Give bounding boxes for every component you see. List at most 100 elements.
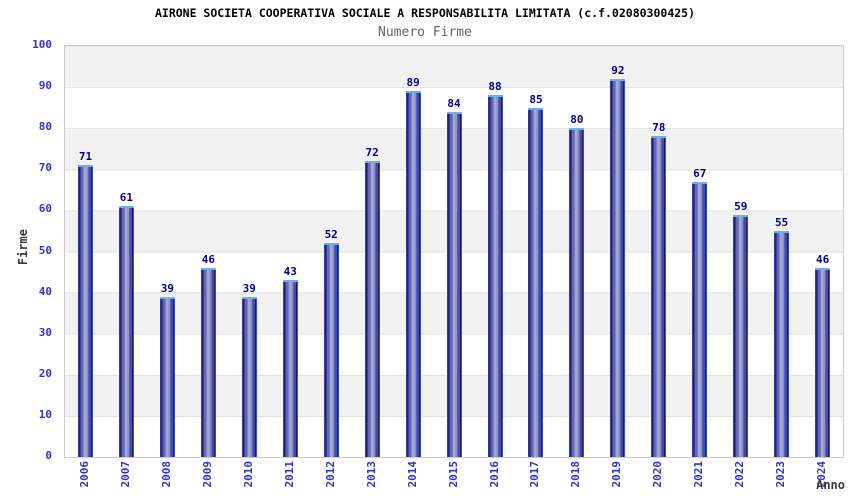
x-tick-cell-2020: 2020	[637, 461, 678, 499]
bar-slot-2020: 78	[638, 46, 679, 457]
x-tick-cell-2012: 2012	[310, 461, 351, 499]
x-tick-cell-2008: 2008	[146, 461, 187, 499]
bar-2010	[241, 296, 257, 457]
bar-value-label-2017: 85	[529, 92, 543, 106]
y-tick-label-10: 10	[38, 407, 52, 421]
x-tick-cell-2023: 2023	[760, 461, 801, 499]
x-tick-cell-2009: 2009	[187, 461, 228, 499]
x-axis-title: Anno	[816, 478, 845, 492]
bar-value-label-2015: 84	[447, 96, 461, 110]
x-tick-label-2018: 2018	[569, 461, 583, 488]
bar-slot-2009: 46	[188, 46, 229, 457]
x-tick-label-2010: 2010	[241, 461, 255, 488]
bar-2013	[364, 161, 380, 457]
bar-2020	[651, 136, 667, 457]
bar-value-label-2016: 88	[488, 80, 502, 94]
x-tick-cell-2010: 2010	[228, 461, 269, 499]
x-tick-cell-2022: 2022	[719, 461, 760, 499]
bar-value-label-2009: 46	[201, 252, 215, 266]
bar-value-label-2018: 80	[570, 113, 584, 127]
bar-slot-2012: 52	[311, 46, 352, 457]
bar-2022	[733, 214, 749, 457]
x-tick-label-2011: 2011	[282, 461, 296, 488]
bar-slot-2014: 89	[393, 46, 434, 457]
x-tick-cell-2021: 2021	[678, 461, 719, 499]
bar-value-label-2022: 59	[734, 199, 748, 213]
bar-2011	[282, 280, 298, 457]
x-tick-cell-2019: 2019	[596, 461, 637, 499]
bar-value-label-2006: 71	[78, 150, 93, 164]
x-tick-label-2012: 2012	[323, 461, 337, 488]
bar-2015	[446, 111, 462, 457]
x-tick-cell-2015: 2015	[433, 461, 474, 499]
bar-2019	[610, 78, 626, 457]
bar-slot-2015: 84	[434, 46, 475, 457]
bar-slot-2016: 88	[475, 46, 516, 457]
bar-value-label-2023: 55	[775, 215, 789, 229]
bar-value-label-2013: 72	[365, 146, 379, 160]
bar-slot-2018: 80	[556, 46, 597, 457]
bar-value-label-2012: 52	[324, 228, 338, 242]
x-tick-label-2021: 2021	[692, 461, 706, 488]
bar-2014	[405, 91, 421, 457]
x-tick-label-2016: 2016	[487, 461, 501, 488]
x-tick-cell-2006: 2006	[64, 461, 105, 499]
x-tick-label-2022: 2022	[733, 461, 747, 488]
bar-value-label-2024: 46	[816, 252, 830, 266]
x-tick-cell-2007: 2007	[105, 461, 146, 499]
x-tick-cell-2011: 2011	[269, 461, 310, 499]
bar-value-label-2014: 89	[406, 76, 420, 90]
x-axis-labels: 2006 2007 2008 2009 2010 2011 2012 2013 2014 2015…	[64, 461, 842, 499]
bar-2024	[815, 267, 831, 457]
x-tick-cell-2018: 2018	[555, 461, 596, 499]
x-tick-cell-2017: 2017	[514, 461, 555, 499]
x-tick-label-2013: 2013	[364, 461, 378, 488]
bar-value-label-2019: 92	[611, 63, 625, 77]
x-tick-cell-2013: 2013	[351, 461, 392, 499]
bar-slot-2008: 39	[147, 46, 188, 457]
bar-2007	[118, 206, 134, 457]
x-tick-cell-2016: 2016	[474, 461, 515, 499]
y-tick-label-40: 40	[38, 284, 52, 298]
bar-slot-2023: 55	[761, 46, 802, 457]
y-axis-title: Firme	[16, 229, 30, 266]
y-tick-label-80: 80	[38, 120, 52, 134]
x-tick-label-2023: 2023	[774, 461, 788, 488]
chart-title: AIRONE SOCIETA COOPERATIVA SOCIALE A RES…	[154, 6, 696, 20]
bar-2023	[774, 230, 790, 457]
bar-slot-2022: 59	[720, 46, 761, 457]
y-tick-label-0: 0	[45, 449, 52, 462]
bar-slot-2019: 92	[597, 46, 638, 457]
x-tick-label-2006: 2006	[77, 461, 91, 488]
bar-2008	[159, 296, 175, 457]
x-tick-cell-2014: 2014	[392, 461, 433, 499]
bar-value-label-2007: 61	[119, 191, 134, 205]
y-axis-labels: 0 10 20 30 40 50 60 70 80 90 100	[0, 38, 58, 462]
bar-2012	[323, 243, 339, 457]
y-tick-label-100: 100	[32, 38, 52, 51]
bar-value-label-2021: 67	[693, 166, 707, 180]
x-tick-label-2014: 2014	[405, 461, 419, 488]
bar-2017	[528, 107, 544, 457]
bar-slot-2010: 39	[229, 46, 270, 457]
x-tick-label-2020: 2020	[651, 461, 665, 488]
bar-2021	[692, 181, 708, 457]
y-tick-label-50: 50	[38, 243, 52, 257]
x-tick-label-2009: 2009	[200, 461, 214, 488]
bar-slot-2013: 72	[352, 46, 393, 457]
bar-2016	[487, 95, 503, 457]
bar-slot-2017: 85	[515, 46, 556, 457]
y-tick-label-20: 20	[38, 366, 52, 380]
bar-slot-2024: 46	[802, 46, 843, 457]
bar-value-label-2010: 39	[242, 281, 256, 295]
y-tick-label-30: 30	[38, 325, 52, 339]
x-tick-label-2019: 2019	[610, 461, 624, 488]
x-tick-label-2008: 2008	[159, 461, 173, 488]
bar-slot-2006: 71	[65, 46, 106, 457]
x-tick-label-2017: 2017	[528, 461, 542, 488]
bar-slot-2007: 61	[106, 46, 147, 457]
chart-subtitle: Numero Firme	[378, 25, 472, 40]
x-tick-label-2015: 2015	[446, 461, 460, 488]
bar-2006	[77, 165, 93, 457]
